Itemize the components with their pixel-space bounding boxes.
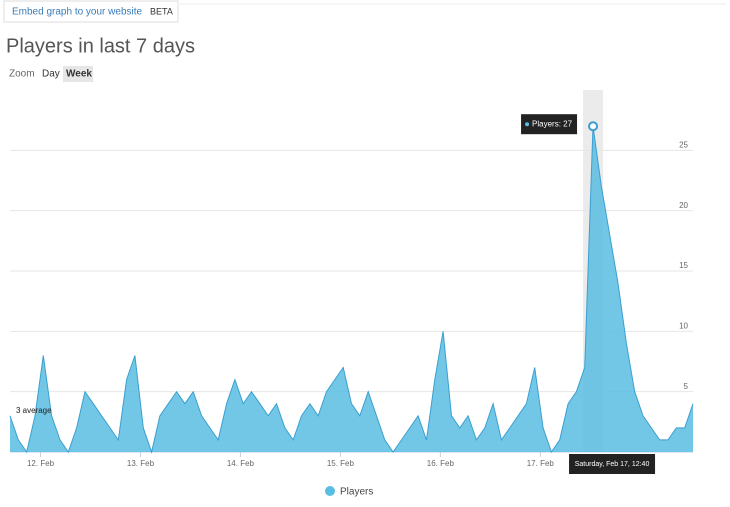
- x-tick-label: 15. Feb: [327, 459, 355, 468]
- x-tick-label: 16. Feb: [427, 459, 455, 468]
- chart-title: Players in last 7 days: [6, 35, 195, 57]
- y-tick-label: 25: [679, 140, 688, 149]
- y-tick-label: 5: [684, 382, 689, 391]
- x-tick-label: 17. Feb: [527, 459, 555, 468]
- zoom-button[interactable]: Day: [42, 69, 60, 80]
- x-tick-label: 12. Feb: [27, 459, 55, 468]
- embed-box: [3, 0, 179, 23]
- area: [10, 126, 693, 452]
- tooltip-box: [521, 114, 578, 135]
- y-tick-label: 20: [679, 201, 688, 210]
- x-tick-label: 14. Feb: [227, 459, 255, 468]
- average-label: 3 average: [16, 406, 52, 415]
- x-tooltip-box: [569, 454, 656, 474]
- tooltip-text: Players: 27: [532, 119, 573, 128]
- zoom-button[interactable]: Week: [66, 69, 92, 80]
- hover-point: [588, 121, 599, 132]
- y-tick-label: 15: [679, 261, 688, 270]
- beta-badge: BETA: [150, 6, 173, 16]
- zoom-button-bg: [63, 66, 93, 82]
- tooltip-dot: [525, 122, 530, 127]
- y-tick-label: 10: [679, 321, 688, 330]
- embed-link[interactable]: Embed graph to your website: [12, 7, 143, 18]
- line: [9, 126, 694, 454]
- zoom-label: Zoom: [9, 69, 35, 80]
- legend-marker: [325, 486, 335, 496]
- legend-label: Players: [340, 487, 373, 498]
- x-tick-label: 13. Feb: [127, 459, 155, 468]
- x-tooltip-text: Saturday, Feb 17, 12:40: [575, 461, 650, 468]
